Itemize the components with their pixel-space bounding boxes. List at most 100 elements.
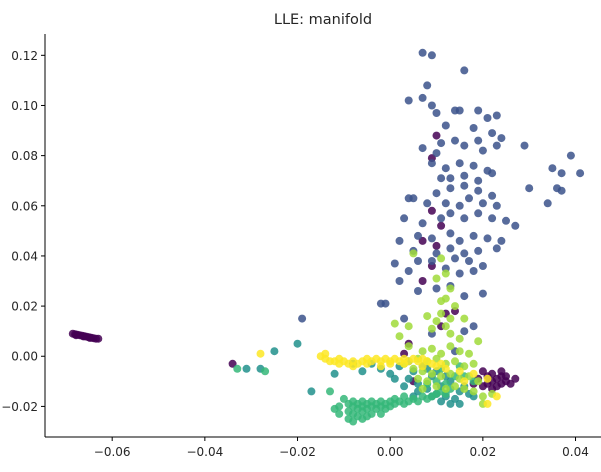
data-point <box>404 267 413 275</box>
data-point <box>390 259 399 268</box>
data-point <box>474 106 483 115</box>
data-point <box>460 384 469 393</box>
data-point <box>94 334 103 343</box>
data-point <box>566 151 575 160</box>
data-point <box>497 367 506 376</box>
data-point <box>418 144 427 153</box>
data-point <box>321 349 330 358</box>
data-point <box>423 312 432 321</box>
data-point <box>478 262 487 270</box>
data-point <box>432 109 441 117</box>
data-point <box>506 379 515 388</box>
data-point <box>469 231 478 240</box>
x-tick-label: −0.04 <box>186 445 223 459</box>
data-point <box>446 209 455 218</box>
data-point <box>432 241 441 250</box>
data-point <box>548 164 557 173</box>
data-point <box>451 136 459 145</box>
data-point <box>497 236 506 245</box>
x-tick-label: −0.06 <box>94 445 131 459</box>
data-point <box>427 344 436 353</box>
data-point <box>437 359 446 368</box>
data-point <box>432 382 441 391</box>
data-point <box>437 372 446 381</box>
data-point <box>432 149 441 158</box>
data-point <box>483 399 492 408</box>
y-tick-label: 0.10 <box>11 99 38 113</box>
chart-title: LLE: manifold <box>274 12 372 28</box>
y-tick-label: 0.12 <box>11 49 38 63</box>
data-point <box>455 269 464 278</box>
data-point <box>363 359 371 368</box>
data-point <box>437 221 446 230</box>
data-point <box>469 369 478 378</box>
data-point <box>390 319 399 328</box>
data-point <box>330 404 339 413</box>
data-point <box>432 274 441 283</box>
data-point <box>460 292 469 301</box>
x-tick-label: 0.02 <box>469 445 496 459</box>
data-point <box>404 194 413 203</box>
data-point <box>511 374 520 383</box>
data-point <box>349 362 358 371</box>
data-point <box>72 331 80 340</box>
x-tick-label: 0.04 <box>562 445 589 459</box>
data-point <box>427 159 436 168</box>
data-point <box>474 377 483 386</box>
data-point <box>437 309 446 318</box>
data-point <box>441 364 450 373</box>
data-point <box>242 364 251 373</box>
x-tick-label: 0.00 <box>377 445 404 459</box>
data-point <box>460 171 469 180</box>
data-point <box>492 244 501 253</box>
y-tick-label: 0.06 <box>11 199 38 213</box>
data-point <box>441 199 450 208</box>
data-point <box>446 329 455 338</box>
axes: −0.06 −0.04 −0.02 0.00 0.02 0.04 −0.02 0.00 0.02… <box>1 34 601 459</box>
data-point <box>358 367 367 376</box>
data-point <box>432 317 441 326</box>
data-point <box>400 359 409 368</box>
data-point <box>427 324 436 333</box>
data-point <box>400 382 409 391</box>
data-point <box>502 216 510 225</box>
data-point <box>409 364 418 373</box>
data-point <box>469 359 478 368</box>
data-point <box>483 114 492 122</box>
data-point <box>409 249 418 258</box>
data-point <box>488 129 497 138</box>
data-point <box>418 362 427 371</box>
data-point <box>465 349 473 358</box>
data-point <box>427 369 436 378</box>
data-point <box>465 194 473 203</box>
data-point <box>418 48 427 57</box>
data-point <box>233 364 242 373</box>
data-point <box>441 164 450 173</box>
data-point <box>427 257 436 265</box>
data-point <box>293 339 302 348</box>
data-point <box>460 249 469 258</box>
data-point <box>437 397 446 406</box>
data-point <box>437 214 446 223</box>
data-point <box>414 287 422 295</box>
data-point <box>441 121 450 130</box>
data-point <box>474 176 483 185</box>
data-point <box>469 124 478 132</box>
data-point <box>423 199 432 208</box>
data-point <box>307 387 316 396</box>
data-point <box>460 66 469 75</box>
data-point <box>455 159 464 168</box>
data-point <box>335 354 344 363</box>
data-point <box>270 347 279 356</box>
data-point <box>437 254 446 263</box>
data-point <box>330 369 339 378</box>
data-point <box>525 184 534 193</box>
data-point <box>404 342 413 351</box>
data-point <box>298 314 307 323</box>
data-point <box>451 382 459 391</box>
data-point <box>478 367 487 376</box>
data-point <box>511 221 520 230</box>
data-point <box>469 161 478 170</box>
data-point <box>460 377 469 386</box>
